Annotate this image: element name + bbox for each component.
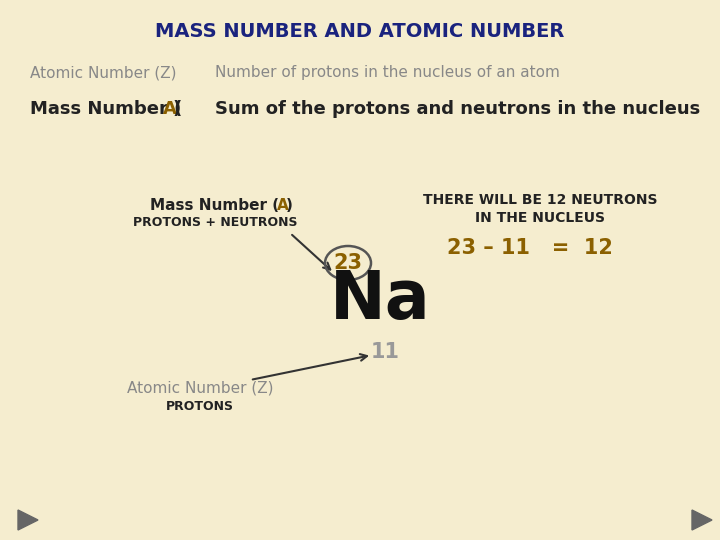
Text: ): ): [173, 100, 181, 118]
Text: THERE WILL BE 12 NEUTRONS: THERE WILL BE 12 NEUTRONS: [423, 193, 657, 207]
Text: PROTONS: PROTONS: [166, 400, 234, 413]
Polygon shape: [18, 510, 38, 530]
Text: MASS NUMBER AND ATOMIC NUMBER: MASS NUMBER AND ATOMIC NUMBER: [156, 22, 564, 41]
Text: IN THE NUCLEUS: IN THE NUCLEUS: [475, 211, 605, 225]
Text: Atomic Number (Z): Atomic Number (Z): [127, 381, 274, 395]
Text: Mass Number (: Mass Number (: [150, 198, 279, 213]
Text: A: A: [277, 198, 289, 213]
Text: 23: 23: [333, 253, 362, 273]
Text: 23 – 11   =  12: 23 – 11 = 12: [447, 238, 613, 258]
Text: Atomic Number (Z): Atomic Number (Z): [30, 65, 176, 80]
Polygon shape: [692, 510, 712, 530]
Text: A: A: [163, 100, 177, 118]
Text: Na: Na: [330, 267, 431, 333]
Text: Mass Number (: Mass Number (: [30, 100, 182, 118]
Text: 11: 11: [371, 342, 400, 362]
Text: ): ): [286, 198, 293, 213]
Text: Number of protons in the nucleus of an atom: Number of protons in the nucleus of an a…: [215, 65, 560, 80]
Text: PROTONS + NEUTRONS: PROTONS + NEUTRONS: [132, 217, 297, 230]
Text: Sum of the protons and neutrons in the nucleus: Sum of the protons and neutrons in the n…: [215, 100, 701, 118]
